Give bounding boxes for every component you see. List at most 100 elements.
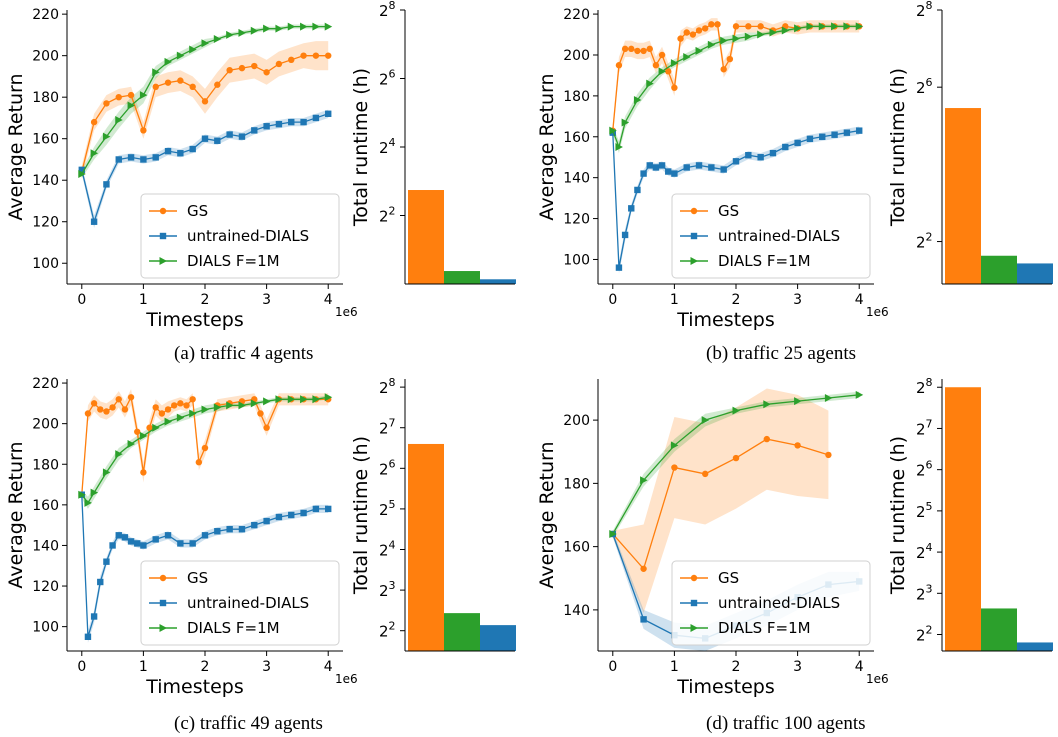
point-untrained bbox=[226, 131, 233, 138]
point-untrained bbox=[652, 164, 660, 171]
point-untrained bbox=[646, 162, 653, 169]
y-tick-label: 28 bbox=[916, 376, 933, 397]
point-dials bbox=[683, 53, 691, 62]
legend-marker-gs bbox=[690, 574, 698, 582]
point-gs bbox=[214, 81, 221, 88]
point-gs bbox=[745, 23, 752, 30]
legend-marker-untrained bbox=[159, 599, 167, 607]
point-gs bbox=[677, 35, 684, 42]
x-tick-label: 4 bbox=[855, 659, 864, 675]
bar-panel-1: 22 26 28 Total runtime (h) bbox=[887, 0, 1053, 285]
point-gs bbox=[238, 64, 246, 72]
bar-panel-0: 22 24 26 28 Total runtime (h) bbox=[350, 0, 516, 285]
point-untrained bbox=[189, 540, 196, 547]
point-untrained bbox=[214, 137, 221, 144]
legend-marker-gs bbox=[159, 574, 167, 582]
y-tick-label: 27 bbox=[916, 417, 933, 438]
y-axis-label: Average Return bbox=[5, 73, 27, 220]
point-gs bbox=[226, 66, 233, 74]
point-gs bbox=[195, 459, 203, 466]
point-untrained bbox=[288, 118, 295, 126]
point-untrained bbox=[665, 168, 672, 175]
point-untrained bbox=[640, 616, 647, 623]
bar-dials bbox=[444, 613, 480, 651]
band-dials bbox=[81, 24, 329, 179]
point-untrained bbox=[695, 162, 703, 169]
x-multiplier-label: 1e6 bbox=[866, 305, 889, 319]
x-tick-label: 4 bbox=[324, 659, 333, 675]
point-untrained bbox=[121, 534, 129, 541]
point-dials bbox=[78, 490, 86, 499]
point-untrained bbox=[140, 542, 147, 549]
legend-marker-dials bbox=[690, 257, 698, 265]
y-axis-label: Total runtime (h) bbox=[887, 68, 909, 227]
point-gs bbox=[183, 402, 190, 409]
point-gs bbox=[140, 469, 147, 476]
y-axis-label: Average Return bbox=[5, 441, 27, 588]
point-gs bbox=[201, 444, 209, 452]
y-tick-label: 180 bbox=[32, 457, 59, 473]
point-untrained bbox=[615, 264, 623, 271]
x-tick-label: 1 bbox=[670, 292, 679, 308]
point-gs bbox=[140, 127, 147, 134]
point-untrained bbox=[720, 166, 727, 173]
y-tick-label: 22 bbox=[916, 624, 933, 645]
y-tick-label: 100 bbox=[563, 252, 590, 268]
point-dials bbox=[646, 79, 654, 88]
legend-box bbox=[140, 560, 340, 646]
x-tick-label: 1 bbox=[139, 292, 148, 308]
point-dials bbox=[164, 417, 173, 426]
legend-marker-untrained bbox=[690, 599, 698, 607]
point-dials bbox=[263, 24, 271, 33]
point-untrained bbox=[152, 536, 159, 543]
point-dials bbox=[78, 169, 86, 178]
y-tick-label: 27 bbox=[379, 417, 396, 438]
point-gs bbox=[127, 91, 135, 99]
y-tick-label: 24 bbox=[379, 136, 396, 157]
point-untrained bbox=[312, 114, 320, 122]
legend-label-untrained: untrained-DIALS bbox=[187, 594, 309, 612]
line-panel-2: 0 1 2 3 4 100 120 140 160 180 200 220 Timesteps 1e6 Av… bbox=[5, 376, 358, 698]
point-dials bbox=[794, 24, 802, 33]
x-tick-label: 4 bbox=[324, 292, 333, 308]
point-dials bbox=[831, 22, 839, 31]
point-untrained bbox=[90, 613, 98, 620]
legend-label-gs: GS bbox=[718, 202, 739, 220]
point-untrained bbox=[745, 151, 752, 159]
point-untrained bbox=[226, 526, 233, 533]
y-tick-label: 180 bbox=[32, 90, 59, 106]
point-gs bbox=[757, 23, 764, 30]
y-tick-label: 200 bbox=[563, 48, 590, 64]
point-untrained bbox=[97, 578, 104, 586]
point-dials bbox=[300, 22, 308, 31]
point-gs bbox=[97, 406, 104, 413]
point-gs bbox=[652, 62, 660, 69]
point-gs bbox=[170, 402, 178, 409]
point-untrained bbox=[152, 154, 159, 161]
point-untrained bbox=[115, 532, 122, 539]
y-tick-label: 24 bbox=[379, 539, 396, 560]
point-untrained bbox=[109, 542, 116, 549]
y-axis-label: Average Return bbox=[536, 73, 558, 220]
y-tick-label: 26 bbox=[916, 459, 933, 480]
point-gs bbox=[763, 435, 771, 443]
point-gs bbox=[288, 56, 295, 64]
y-tick-label: 200 bbox=[563, 413, 590, 429]
point-untrained bbox=[325, 505, 332, 513]
point-gs bbox=[158, 410, 166, 417]
legend-box bbox=[140, 193, 340, 279]
line-panel-3: 0 1 2 3 4 140 160 180 200 Timesteps 1e6 Average Ret… bbox=[536, 379, 889, 698]
point-dials bbox=[609, 529, 617, 538]
point-untrained bbox=[275, 120, 283, 128]
point-gs bbox=[640, 47, 647, 55]
point-gs bbox=[628, 45, 635, 53]
y-tick-label: 140 bbox=[563, 603, 590, 619]
point-untrained bbox=[325, 110, 332, 117]
point-untrained bbox=[658, 162, 666, 169]
point-untrained bbox=[238, 133, 246, 140]
point-gs bbox=[263, 69, 270, 76]
point-gs bbox=[164, 79, 172, 86]
legend: GS untrained-DIALS DIALS F=1M bbox=[671, 560, 871, 646]
point-untrained bbox=[127, 154, 135, 161]
